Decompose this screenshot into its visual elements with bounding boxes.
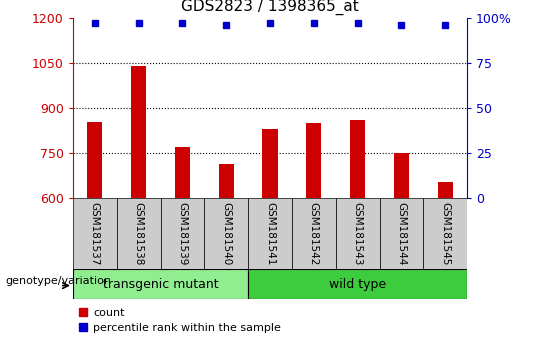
Bar bbox=[117, 198, 160, 269]
Text: transgenic mutant: transgenic mutant bbox=[103, 278, 218, 291]
Bar bbox=[306, 123, 321, 198]
Text: GSM181537: GSM181537 bbox=[90, 202, 100, 266]
Text: GSM181544: GSM181544 bbox=[396, 202, 407, 266]
Bar bbox=[394, 153, 409, 198]
Bar bbox=[350, 120, 365, 198]
Text: GSM181541: GSM181541 bbox=[265, 202, 275, 266]
Legend: count, percentile rank within the sample: count, percentile rank within the sample bbox=[78, 308, 281, 333]
Bar bbox=[73, 269, 248, 299]
Bar bbox=[423, 198, 467, 269]
Bar bbox=[248, 269, 467, 299]
Text: GSM181538: GSM181538 bbox=[133, 202, 144, 266]
Text: genotype/variation: genotype/variation bbox=[5, 275, 111, 286]
Text: GSM181542: GSM181542 bbox=[309, 202, 319, 266]
Text: GSM181540: GSM181540 bbox=[221, 202, 231, 265]
Bar bbox=[262, 129, 278, 198]
Bar bbox=[219, 164, 234, 198]
Bar bbox=[204, 198, 248, 269]
Text: GSM181543: GSM181543 bbox=[353, 202, 362, 266]
Bar bbox=[292, 198, 336, 269]
Bar bbox=[380, 198, 423, 269]
Text: GSM181539: GSM181539 bbox=[178, 202, 187, 266]
Bar bbox=[131, 66, 146, 198]
Bar bbox=[73, 198, 117, 269]
Bar bbox=[336, 198, 380, 269]
Text: wild type: wild type bbox=[329, 278, 386, 291]
Bar bbox=[437, 182, 453, 198]
Bar bbox=[160, 198, 204, 269]
Bar bbox=[248, 198, 292, 269]
Bar bbox=[175, 147, 190, 198]
Text: GSM181545: GSM181545 bbox=[440, 202, 450, 266]
Title: GDS2823 / 1398365_at: GDS2823 / 1398365_at bbox=[181, 0, 359, 15]
Bar bbox=[87, 121, 103, 198]
